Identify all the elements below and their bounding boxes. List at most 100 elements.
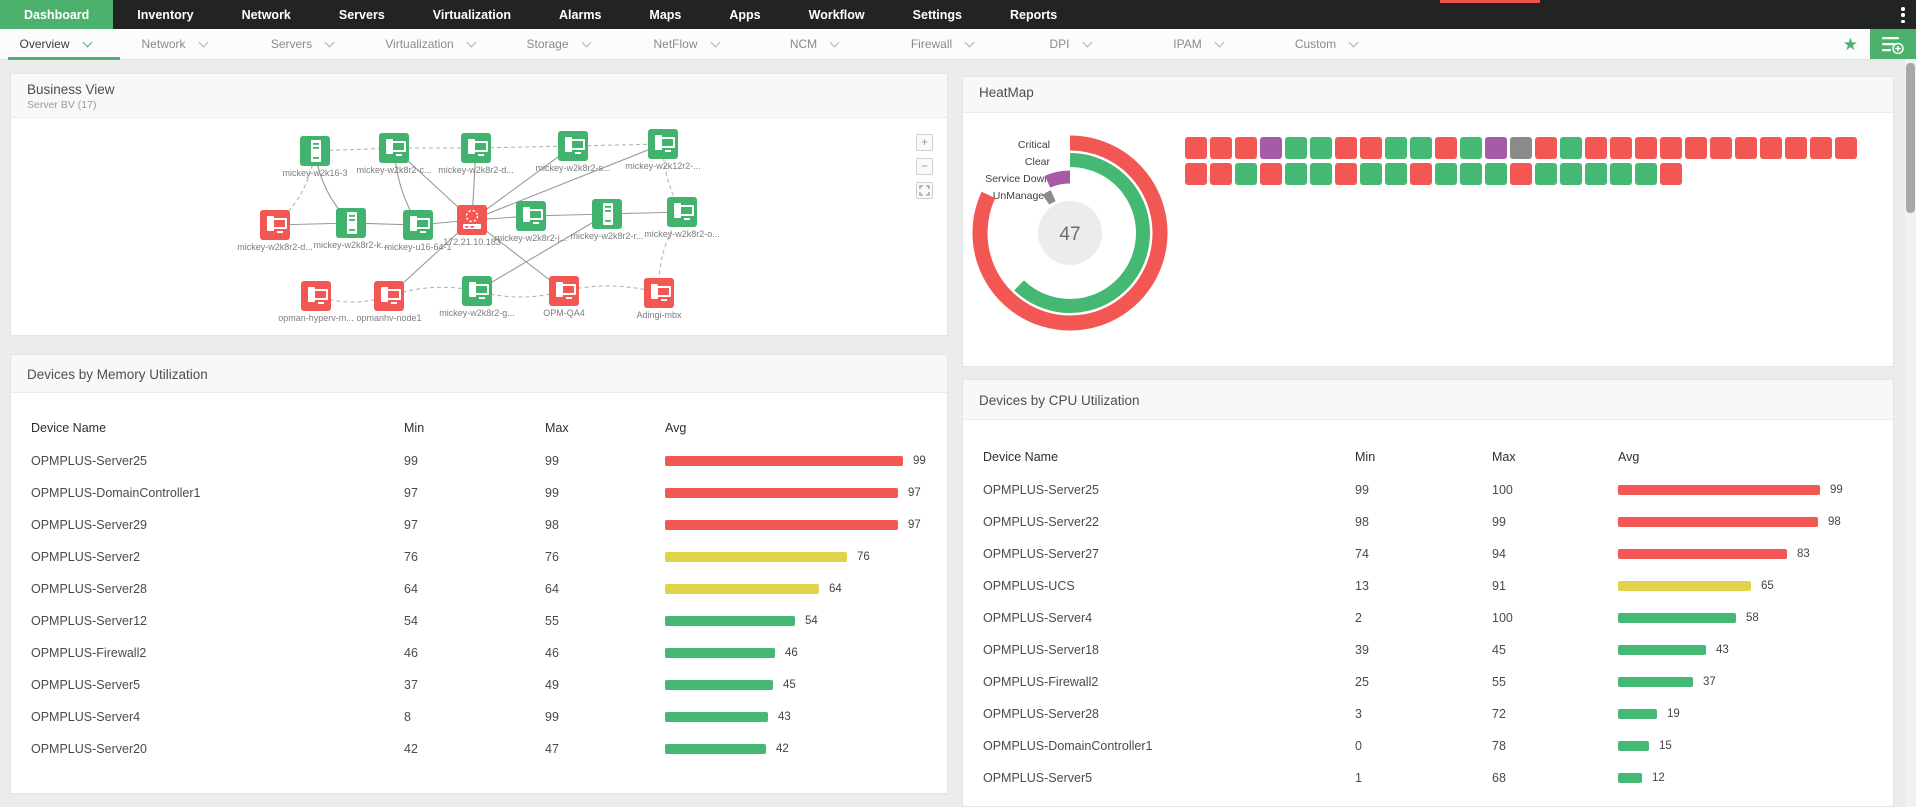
subnav-item-ncm[interactable]: NCM xyxy=(750,29,878,59)
heatmap-cell-critical[interactable] xyxy=(1185,163,1207,185)
heatmap-cell-critical[interactable] xyxy=(1510,163,1532,185)
chevron-down-icon[interactable] xyxy=(82,37,92,48)
device-name[interactable]: OPMPLUS-Firewall2 xyxy=(983,675,1099,689)
heatmap-cell-critical[interactable] xyxy=(1660,163,1682,185)
device-node-adingi-mbx[interactable] xyxy=(644,278,674,308)
heatmap-cell-critical[interactable] xyxy=(1210,137,1232,159)
device-name[interactable]: OPMPLUS-DomainController1 xyxy=(983,739,1153,753)
heatmap-cell-clear[interactable] xyxy=(1635,163,1657,185)
heatmap-cell-clear[interactable] xyxy=(1610,163,1632,185)
map-fullscreen-button[interactable] xyxy=(916,182,933,199)
heatmap-cell-critical[interactable] xyxy=(1210,163,1232,185)
chevron-down-icon[interactable] xyxy=(1348,37,1359,48)
heatmap-cell-clear[interactable] xyxy=(1460,137,1482,159)
heatmap-cell-clear[interactable] xyxy=(1560,137,1582,159)
heatmap-cell-critical[interactable] xyxy=(1785,137,1807,159)
subnav-item-dpi[interactable]: DPI xyxy=(1006,29,1134,59)
subnav-item-overview[interactable]: Overview xyxy=(0,29,120,60)
nav-tab-servers[interactable]: Servers xyxy=(338,7,385,22)
heatmap-cell-critical[interactable] xyxy=(1835,137,1857,159)
chevron-down-icon[interactable] xyxy=(829,37,840,48)
favorite-star-icon[interactable]: ★ xyxy=(1842,35,1858,55)
chevron-down-icon[interactable] xyxy=(581,37,591,48)
chevron-down-icon[interactable] xyxy=(324,37,335,48)
device-node-mickey-w2k8r2-d[interactable] xyxy=(260,210,290,240)
heatmap-cell-critical[interactable] xyxy=(1685,137,1707,159)
nav-tab-inventory[interactable]: Inventory xyxy=(137,7,194,22)
heatmap-cell-clear[interactable] xyxy=(1485,163,1507,185)
nav-tab-apps[interactable]: Apps xyxy=(729,7,761,22)
heatmap-cell-clear[interactable] xyxy=(1385,163,1407,185)
heatmap-cell-clear[interactable] xyxy=(1535,163,1557,185)
heatmap-cell-critical[interactable] xyxy=(1610,137,1632,159)
device-name[interactable]: OPMPLUS-Firewall2 xyxy=(31,646,147,660)
device-name[interactable]: OPMPLUS-Server22 xyxy=(983,515,1100,529)
device-name[interactable]: OPMPLUS-Server5 xyxy=(983,771,1093,785)
device-name[interactable]: OPMPLUS-Server25 xyxy=(31,454,148,468)
heatmap-cell-clear[interactable] xyxy=(1310,137,1332,159)
map-zoom-in-button[interactable]: + xyxy=(916,134,933,151)
map-zoom-out-button[interactable]: − xyxy=(916,158,933,175)
heatmap-cell-critical[interactable] xyxy=(1635,137,1657,159)
heatmap-cell-critical[interactable] xyxy=(1260,163,1282,185)
device-node-opman-hyperv-m[interactable] xyxy=(301,281,331,311)
heatmap-cell-critical[interactable] xyxy=(1235,137,1257,159)
device-node-mickey-w2k8r2-d[interactable] xyxy=(461,133,491,163)
device-name[interactable]: OPMPLUS-Server25 xyxy=(983,483,1100,497)
chevron-down-icon[interactable] xyxy=(964,37,975,48)
device-name[interactable]: OPMPLUS-Server29 xyxy=(31,518,148,532)
device-name[interactable]: OPMPLUS-Server4 xyxy=(983,611,1093,625)
device-name[interactable]: OPMPLUS-Server12 xyxy=(31,614,148,628)
heatmap-cell-clear[interactable] xyxy=(1460,163,1482,185)
nav-tab-maps[interactable]: Maps xyxy=(649,7,682,22)
nav-tab-dashboard[interactable]: Dashboard xyxy=(0,0,114,29)
heatmap-cell-clear[interactable] xyxy=(1360,163,1382,185)
nav-tab-reports[interactable]: Reports xyxy=(1009,7,1058,22)
device-node-mickey-w2k8r2-k[interactable] xyxy=(336,208,366,238)
device-node-mickey-w2k8r2-j[interactable] xyxy=(516,201,546,231)
page-scrollbar[interactable] xyxy=(1905,59,1916,807)
scrollbar-thumb[interactable] xyxy=(1906,63,1915,213)
device-node-mickey-w2k8r2-c[interactable] xyxy=(379,133,409,163)
subnav-item-virtualization[interactable]: Virtualization xyxy=(366,29,494,59)
chevron-down-icon[interactable] xyxy=(1082,37,1092,48)
heatmap-cell-clear[interactable] xyxy=(1235,163,1257,185)
heatmap-cell-servicedown[interactable] xyxy=(1260,137,1282,159)
heatmap-cell-clear[interactable] xyxy=(1560,163,1582,185)
nav-tab-workflow[interactable]: Workflow xyxy=(808,7,865,22)
chevron-down-icon[interactable] xyxy=(466,37,477,48)
heatmap-cell-critical[interactable] xyxy=(1335,137,1357,159)
heatmap-cell-clear[interactable] xyxy=(1285,137,1307,159)
heatmap-cell-critical[interactable] xyxy=(1735,137,1757,159)
heatmap-cell-critical[interactable] xyxy=(1810,137,1832,159)
device-node-mickey-w2k16-3[interactable] xyxy=(300,136,330,166)
heatmap-cell-critical[interactable] xyxy=(1760,137,1782,159)
add-dashboard-button[interactable] xyxy=(1870,29,1916,59)
heatmap-cell-critical[interactable] xyxy=(1335,163,1357,185)
subnav-item-network[interactable]: Network xyxy=(110,29,238,59)
heatmap-cell-critical[interactable] xyxy=(1710,137,1732,159)
heatmap-cell-clear[interactable] xyxy=(1310,163,1332,185)
device-name[interactable]: OPMPLUS-Server4 xyxy=(31,710,141,724)
subnav-item-servers[interactable]: Servers xyxy=(238,29,366,59)
heatmap-cell-clear[interactable] xyxy=(1410,137,1432,159)
subnav-item-firewall[interactable]: Firewall xyxy=(878,29,1006,59)
device-name[interactable]: OPMPLUS-UCS xyxy=(983,579,1075,593)
heatmap-cell-critical[interactable] xyxy=(1435,137,1457,159)
nav-tab-alarms[interactable]: Alarms xyxy=(559,7,602,22)
device-name[interactable]: OPMPLUS-Server5 xyxy=(31,678,141,692)
heatmap-cell-critical[interactable] xyxy=(1585,137,1607,159)
device-name[interactable]: OPMPLUS-Server27 xyxy=(983,547,1100,561)
device-node-mickey-w2k8r2-g[interactable] xyxy=(462,276,492,306)
device-node-mickey-w2k12r2[interactable] xyxy=(648,129,678,159)
device-node-opmanhv-node1[interactable] xyxy=(374,281,404,311)
device-name[interactable]: OPMPLUS-Server28 xyxy=(31,582,148,596)
kebab-menu-icon[interactable] xyxy=(1896,7,1910,23)
device-node-mickey-w2k8r2-s[interactable] xyxy=(558,131,588,161)
chevron-down-icon[interactable] xyxy=(1214,37,1225,48)
subnav-item-netflow[interactable]: NetFlow xyxy=(622,29,750,59)
heatmap-cell-critical[interactable] xyxy=(1535,137,1557,159)
subnav-item-custom[interactable]: Custom xyxy=(1262,29,1390,59)
device-node-mickey-u16-64-1[interactable] xyxy=(403,210,433,240)
device-node-mickey-w2k8r2-o[interactable] xyxy=(667,197,697,227)
